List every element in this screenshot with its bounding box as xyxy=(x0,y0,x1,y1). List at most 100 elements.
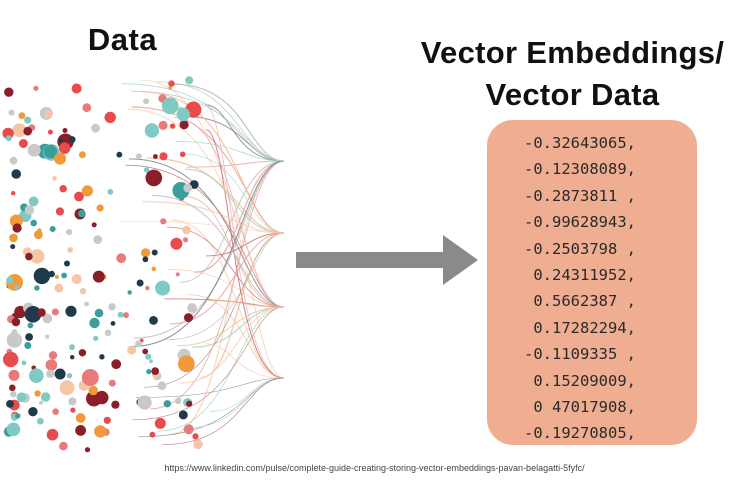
vector-value: 0.24311952, xyxy=(524,266,636,285)
data-dot xyxy=(142,256,149,263)
data-dot xyxy=(107,189,114,195)
flow-line xyxy=(180,160,285,283)
data-dot xyxy=(157,381,167,391)
data-dot xyxy=(69,344,75,351)
vector-data-box: -0.32643065, -0.12308089, -0.2873811 , -0.9… xyxy=(487,120,697,445)
data-dot xyxy=(151,249,158,256)
data-dot xyxy=(189,180,199,189)
data-dot xyxy=(169,123,176,129)
data-dot xyxy=(54,152,66,165)
flow-line xyxy=(144,232,285,388)
data-dot xyxy=(104,111,116,124)
data-dot xyxy=(23,126,32,136)
data-dot xyxy=(28,407,38,417)
data-dot xyxy=(108,379,116,387)
vector-value: -0.12308089, xyxy=(524,160,636,179)
data-dot xyxy=(92,270,105,283)
vector-value: -0.99628943, xyxy=(524,213,636,232)
data-dot xyxy=(103,416,111,424)
data-dot xyxy=(3,351,19,368)
vector-title-line2: Vector Data xyxy=(485,77,660,112)
flow-lines xyxy=(120,79,285,446)
data-dot xyxy=(151,367,160,375)
vector-value: -0.19270805, xyxy=(524,424,636,443)
data-dot xyxy=(155,280,171,296)
data-dot xyxy=(45,334,50,339)
data-dot xyxy=(48,351,58,360)
data-dot xyxy=(175,397,182,404)
data-dot xyxy=(64,260,70,267)
flow-line xyxy=(147,157,285,234)
data-dot xyxy=(16,392,27,403)
data-dot xyxy=(145,353,152,360)
data-dot xyxy=(96,204,104,212)
flow-line xyxy=(135,377,285,398)
data-dot xyxy=(70,407,76,413)
data-dot xyxy=(34,285,40,291)
data-dot xyxy=(192,433,199,440)
scattered-data-illustration xyxy=(2,76,285,453)
flow-line xyxy=(204,343,285,379)
data-dot xyxy=(6,422,21,437)
data-dot xyxy=(66,229,73,236)
data-dot xyxy=(135,340,143,348)
data-dot xyxy=(18,139,28,148)
data-dot xyxy=(94,308,104,318)
data-dot xyxy=(159,152,168,161)
right-arrow-icon xyxy=(296,235,478,285)
data-dot xyxy=(6,332,23,348)
data-dot xyxy=(54,274,59,279)
data-dot xyxy=(182,237,189,243)
data-dot xyxy=(9,233,18,243)
data-dot xyxy=(78,209,86,218)
data-dot xyxy=(168,86,172,90)
data-dot xyxy=(68,397,77,406)
data-dot xyxy=(170,237,183,250)
data-dot xyxy=(49,226,56,232)
data-dot xyxy=(24,342,32,349)
data-dot xyxy=(42,313,53,324)
data-dot xyxy=(75,413,86,423)
data-dots xyxy=(2,76,203,453)
flow-line xyxy=(194,160,285,273)
data-dot xyxy=(141,248,151,258)
data-dot xyxy=(142,348,149,355)
flow-line xyxy=(131,160,285,347)
flow-line xyxy=(141,91,285,234)
data-dot xyxy=(178,410,188,420)
flow-line xyxy=(179,306,285,384)
data-dot xyxy=(160,218,167,225)
data-dot xyxy=(116,151,123,158)
data-dot xyxy=(37,308,46,317)
data-dot xyxy=(78,349,87,357)
data-dot xyxy=(9,156,18,165)
data-dot xyxy=(46,369,55,378)
data-dot xyxy=(176,107,190,122)
data-dot xyxy=(93,335,99,341)
data-dot xyxy=(33,85,39,91)
flow-line xyxy=(133,160,285,339)
data-dot xyxy=(59,185,67,193)
data-dot xyxy=(34,390,41,397)
data-dot xyxy=(51,308,59,316)
data-dot xyxy=(46,428,59,441)
data-dot xyxy=(111,359,122,370)
data-dot xyxy=(6,400,14,408)
vector-value: -0.1109335 , xyxy=(524,345,636,364)
vector-title-line1: Vector Embeddings/ xyxy=(420,35,725,70)
data-dot xyxy=(158,120,168,130)
data-dot xyxy=(175,272,180,277)
flow-line xyxy=(127,108,285,308)
flow-line xyxy=(170,160,285,436)
data-dot xyxy=(68,136,76,143)
flow-line xyxy=(128,158,285,308)
vector-value: -0.2873811 , xyxy=(524,186,636,205)
data-dot xyxy=(95,390,109,405)
data-dot xyxy=(123,312,129,319)
data-dot xyxy=(79,288,87,295)
data-dot xyxy=(178,355,195,373)
data-dot xyxy=(99,354,105,360)
data-dot xyxy=(104,329,112,337)
data-dot xyxy=(179,120,189,130)
data-dot xyxy=(154,417,166,429)
